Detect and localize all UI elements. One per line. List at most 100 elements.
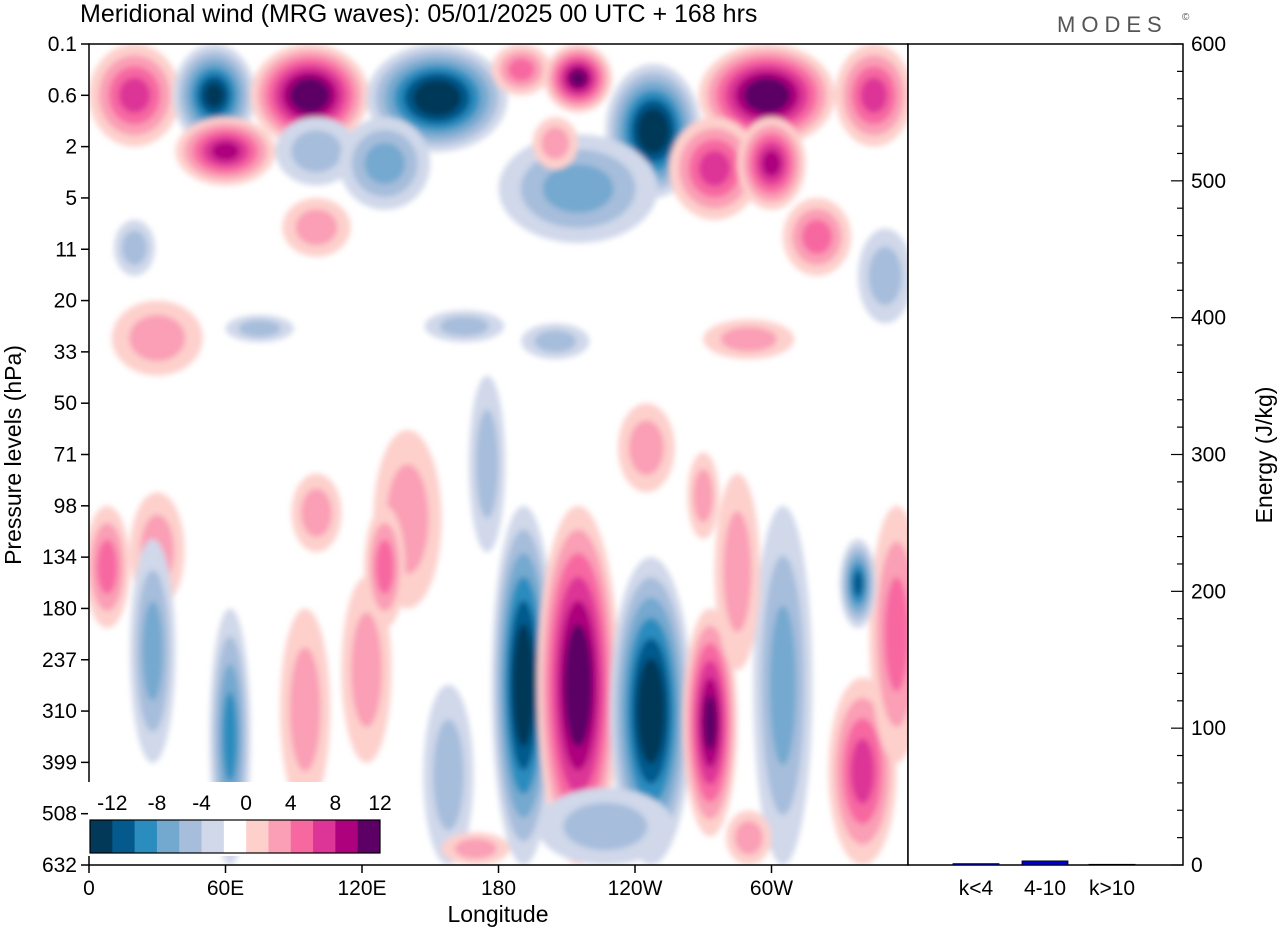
longitude-tick-label: 0	[83, 877, 95, 900]
energy-panel-frame	[907, 43, 1184, 866]
colorbar-label: -4	[192, 792, 211, 815]
longitude-axis: 0 60E 120E 180 120W 60W	[83, 865, 793, 900]
longitude-axis-label: Longitude	[447, 901, 548, 927]
energy-bar	[952, 863, 1000, 866]
pressure-tick-label: 2	[65, 136, 77, 159]
energy-tick-label: 200	[1191, 580, 1226, 603]
heatmap-cell	[291, 130, 342, 173]
pressure-tick-label: 33	[54, 341, 77, 364]
pressure-tick-label: 11	[55, 238, 77, 261]
heatmap-cell	[97, 539, 118, 595]
heatmap-cell	[569, 69, 587, 87]
pressure-tick-label: 50	[54, 392, 77, 415]
logo-mark: ©	[1182, 12, 1190, 23]
heatmap-cell	[297, 84, 323, 107]
heatmap-cell	[801, 219, 833, 255]
heatmap-cell	[541, 127, 570, 160]
heatmap-cell	[752, 84, 782, 107]
heatmap-cell	[769, 605, 797, 766]
chart-title: Meridional wind (MRG waves): 05/01/2025 …	[80, 0, 757, 28]
colorbar-label: 4	[285, 792, 297, 815]
heatmap-cell	[351, 612, 382, 728]
energy-tick-label: 500	[1191, 170, 1226, 193]
pressure-axis: 0.1 0.6 2 5 11 20 33 50 71 98 134 180 237 310 399 508 63…	[42, 33, 89, 877]
heatmap-cell	[698, 150, 731, 187]
colorbar-label: 8	[330, 792, 342, 815]
energy-axis: 0 100 200 300 400 500 600	[1171, 33, 1226, 877]
heatmap-field	[89, 44, 908, 865]
heatmap-cell	[364, 142, 405, 185]
heatmap-cell	[542, 164, 614, 213]
energy-tick-label: 600	[1191, 33, 1226, 56]
heatmap-cell	[508, 58, 535, 82]
heatmap-cell	[475, 409, 499, 519]
heatmap-cell	[375, 539, 394, 595]
pressure-tick-label: 632	[42, 854, 77, 877]
pressure-tick-label: 180	[42, 597, 77, 620]
colorbar: -12 -8 -4 0 4 8 12	[88, 782, 392, 856]
heatmap-cell	[850, 738, 875, 804]
energy-bar	[1021, 860, 1069, 866]
energy-axis-label: Energy (J/kg)	[1251, 387, 1277, 524]
heatmap-cell	[569, 647, 587, 724]
colorbar-swatch	[246, 820, 269, 853]
heatmap-cell	[289, 647, 321, 772]
pressure-tick-label: 0.6	[48, 84, 77, 107]
heatmap-cell	[534, 330, 577, 353]
colorbar-swatch	[201, 820, 225, 853]
heatmap-cell	[454, 838, 497, 859]
heatmap-cell	[643, 116, 664, 146]
heatmap-cell	[433, 719, 464, 831]
colorbar-swatch	[134, 820, 158, 853]
heatmap-cell	[852, 570, 864, 597]
heatmap-cell	[860, 77, 888, 114]
energy-tick-label: 0	[1191, 854, 1203, 877]
longitude-tick-label: 120W	[608, 877, 663, 900]
colorbar-swatch	[90, 820, 113, 853]
pressure-tick-label: 71	[54, 444, 77, 467]
heatmap-cell	[723, 511, 752, 633]
energy-bar	[1088, 863, 1136, 866]
colorbar-label: 0	[240, 792, 252, 815]
longitude-tick-label: 60E	[207, 877, 244, 900]
heatmap-cell	[129, 314, 186, 362]
heatmap-cell	[761, 150, 782, 177]
pressure-tick-label: 134	[42, 546, 77, 569]
energy-category-label: k>10	[1089, 877, 1135, 900]
heatmap-cell	[884, 577, 908, 692]
heatmap-cell	[868, 246, 903, 306]
pressure-tick-label: 20	[54, 290, 77, 313]
heatmap-cell	[563, 802, 648, 851]
heatmap-cell	[693, 469, 714, 523]
heatmap-cell	[121, 230, 148, 266]
longitude-tick-label: 180	[481, 877, 516, 900]
colorbar-swatch	[156, 820, 180, 853]
pressure-tick-label: 237	[42, 649, 77, 672]
pressure-tick-label: 399	[42, 751, 77, 774]
heatmap-cell	[142, 601, 163, 701]
heatmap-cell	[211, 141, 240, 162]
colorbar-swatch	[335, 820, 359, 853]
longitude-tick-label: 60W	[750, 877, 793, 900]
heatmap-cell	[628, 420, 664, 476]
heatmap-cell	[238, 320, 281, 337]
heatmap-cell	[439, 316, 489, 336]
pressure-axis-label: Pressure levels (hPa)	[0, 345, 26, 565]
heatmap-cell	[720, 326, 777, 352]
energy-tick-label: 400	[1191, 307, 1226, 330]
pressure-tick-label: 0.1	[48, 33, 77, 56]
energy-category-label: 4-10	[1024, 877, 1066, 900]
modes-logo: MODES	[1057, 12, 1168, 37]
energy-category-label: k<4	[959, 877, 994, 900]
colorbar-swatch	[112, 820, 136, 853]
pressure-tick-label: 98	[54, 495, 77, 518]
heatmap-cell	[295, 209, 338, 246]
heatmap-cell	[703, 694, 717, 751]
colorbar-label: -8	[148, 792, 167, 815]
pressure-tick-label: 508	[42, 803, 77, 826]
colorbar-swatch	[313, 820, 336, 853]
heatmap-cell	[222, 692, 238, 782]
pressure-tick-label: 310	[42, 700, 77, 723]
heatmap-cell	[734, 820, 763, 855]
